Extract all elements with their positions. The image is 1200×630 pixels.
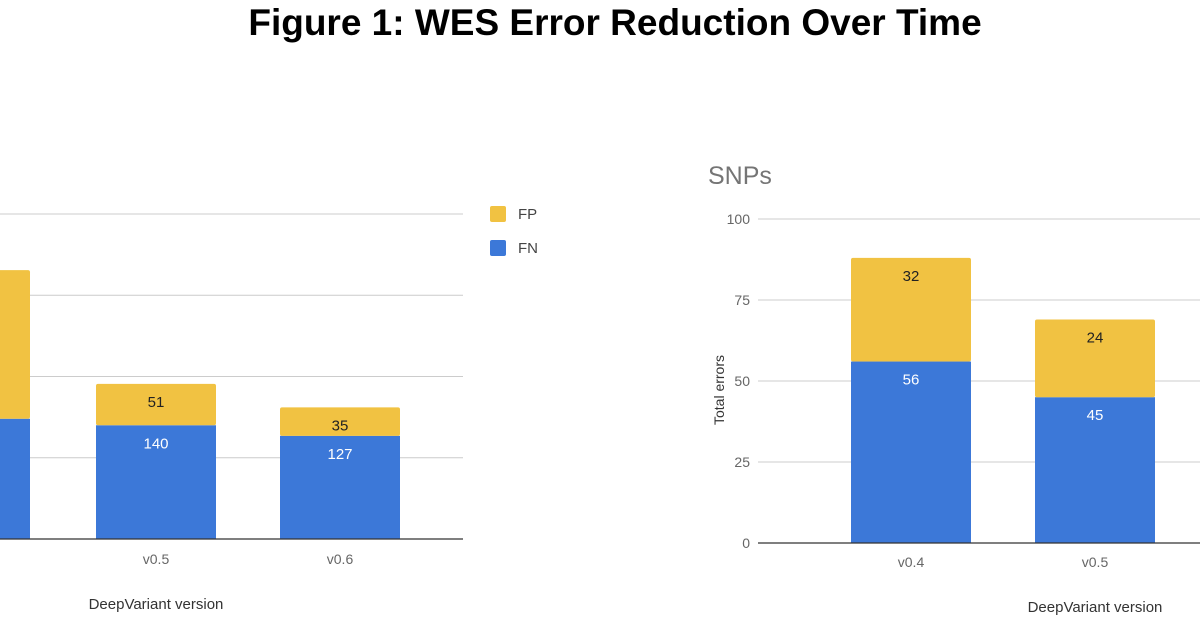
- legend-swatch-fp: [490, 206, 506, 222]
- bar-fp: [1035, 319, 1155, 398]
- data-label-fp: 32: [903, 268, 920, 285]
- data-label-fn: 140: [143, 435, 168, 452]
- data-label-fn: 127: [327, 446, 352, 463]
- x-category-label: v0.5: [1082, 554, 1109, 570]
- data-label-fp: 51: [148, 394, 165, 411]
- y-tick-label: 100: [727, 211, 751, 227]
- bar-fn: [280, 435, 400, 539]
- data-label-fp: 35: [332, 417, 349, 434]
- y-axis-title: Total errors: [711, 355, 727, 425]
- data-label-fp: 24: [1087, 329, 1104, 346]
- figure-title: Figure 1: WES Error Reduction Over Time: [248, 2, 982, 43]
- bar-fp: [0, 270, 30, 419]
- bar-fn: [96, 425, 216, 539]
- bar-fp: [96, 383, 216, 426]
- chart-title: SNPs: [708, 162, 772, 190]
- y-tick-label: 25: [734, 454, 750, 470]
- y-tick-label: 50: [734, 373, 750, 389]
- legend-label-fn: FN: [518, 240, 538, 257]
- legend-swatch-fn: [490, 240, 506, 256]
- y-tick-label: 0: [742, 535, 750, 551]
- bar-fn: [1035, 397, 1155, 543]
- bar-fp: [280, 407, 400, 436]
- data-label-fn: 45: [1087, 407, 1104, 424]
- y-tick-label: 75: [734, 292, 750, 308]
- x-axis-title: DeepVariant version: [1028, 599, 1163, 616]
- data-label-fn: 56: [903, 372, 920, 389]
- bar-fn: [0, 418, 30, 539]
- legend-label-fp: FP: [518, 206, 537, 223]
- x-category-label: v0.5: [143, 551, 170, 567]
- x-category-label: v0.6: [327, 551, 354, 567]
- bar-fn: [851, 361, 971, 543]
- x-axis-title: DeepVariant version: [89, 596, 224, 613]
- bar-fp: [851, 257, 971, 362]
- x-category-label: v0.4: [898, 554, 925, 570]
